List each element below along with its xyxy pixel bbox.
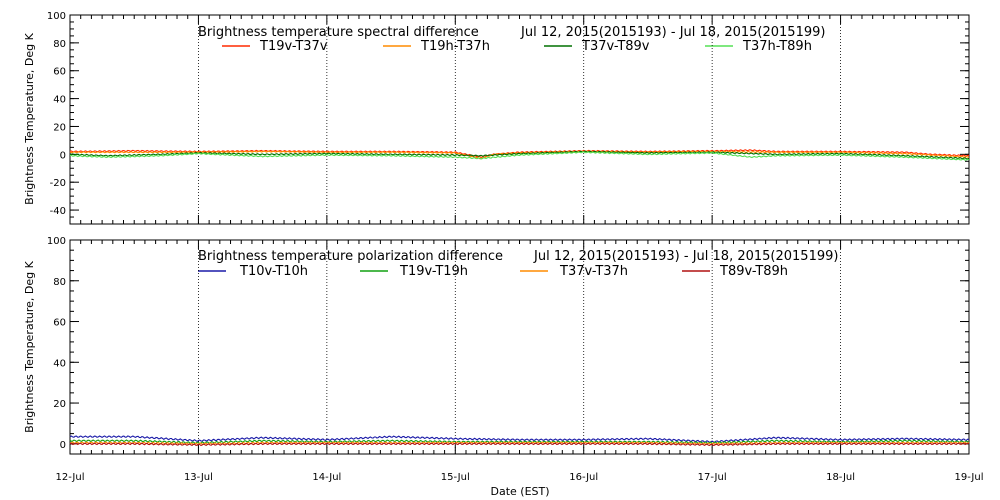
y-tick-label: 0 <box>60 150 66 161</box>
legend-label: T89v-T89h <box>719 264 788 279</box>
y-axis-label: Brightness Temperature, Deg K <box>23 32 36 204</box>
x-tick-label: 13-Jul <box>184 472 213 483</box>
legend-label: T19v-T19h <box>399 264 468 279</box>
spectral-difference-panel: Brightness temperature spectral differen… <box>23 11 970 225</box>
series-line <box>70 151 970 161</box>
series-line <box>69 435 970 444</box>
axis-ticks: 0 20 40 60 80 100 <box>47 236 970 455</box>
series-line <box>69 439 970 445</box>
series-line <box>69 442 970 447</box>
y-tick-label: 100 <box>47 11 66 22</box>
x-tick-label: 16-Jul <box>569 472 598 483</box>
y-tick-label: 80 <box>53 39 66 50</box>
y-tick-label: 40 <box>53 95 66 106</box>
polarization-difference-panel: Brightness temperature polarization diff… <box>23 236 983 498</box>
series-line <box>69 150 970 160</box>
y-tick-label: 60 <box>53 318 66 329</box>
legend-label: T37h-T89h <box>742 39 812 54</box>
legend: T19v-T37v T19h-T37h T37v-T89v T37h-T89h <box>222 39 812 54</box>
legend-label: T19h-T37h <box>420 39 490 54</box>
y-tick-label: 80 <box>53 277 66 288</box>
legend-label: T10v-T10h <box>239 264 308 279</box>
grid <box>198 15 841 224</box>
legend: T10v-T10h T19v-T19h T37v-T37h T89v-T89h <box>198 264 788 279</box>
x-tick-label: 12-Jul <box>56 472 85 483</box>
y-tick-label: -40 <box>50 206 66 217</box>
y-axis-label: Brightness Temperature, Deg K <box>23 260 36 432</box>
axis-ticks: -40 -20 0 20 40 60 80 100 <box>47 11 970 225</box>
legend-label: T37v-T37h <box>559 264 628 279</box>
x-tick-labels: 12-Jul 13-Jul 14-Jul 15-Jul 16-Jul 17-Jul 18-J… <box>56 472 984 483</box>
panel-title: Brightness temperature spectral differen… <box>198 25 479 40</box>
series-line <box>69 441 970 446</box>
date-range-label: Jul 12, 2015(2015193) - Jul 18, 2015(201… <box>520 25 825 40</box>
series-lines <box>69 149 970 161</box>
series-lines <box>69 435 970 447</box>
x-axis-label: Date (EST) <box>490 485 549 498</box>
plot-frame <box>69 14 970 225</box>
x-tick-label: 15-Jul <box>441 472 470 483</box>
y-tick-label: 0 <box>60 440 66 451</box>
plot-frame <box>69 239 970 455</box>
x-tick-label: 19-Jul <box>955 472 984 483</box>
x-tick-label: 14-Jul <box>312 472 341 483</box>
date-range-label: Jul 12, 2015(2015193) - Jul 18, 2015(201… <box>533 249 838 264</box>
y-tick-label: -20 <box>50 178 66 189</box>
panel-title: Brightness temperature polarization diff… <box>198 249 503 264</box>
y-tick-label: 20 <box>53 399 66 410</box>
legend-label: T37v-T89v <box>581 39 650 54</box>
y-tick-label: 40 <box>53 358 66 369</box>
y-tick-label: 20 <box>53 122 66 133</box>
y-tick-label: 100 <box>47 236 66 247</box>
series-line <box>69 150 970 160</box>
x-tick-label: 17-Jul <box>698 472 727 483</box>
y-tick-label: 60 <box>53 67 66 78</box>
x-tick-label: 18-Jul <box>826 472 855 483</box>
legend-label: T19v-T37v <box>259 39 328 54</box>
